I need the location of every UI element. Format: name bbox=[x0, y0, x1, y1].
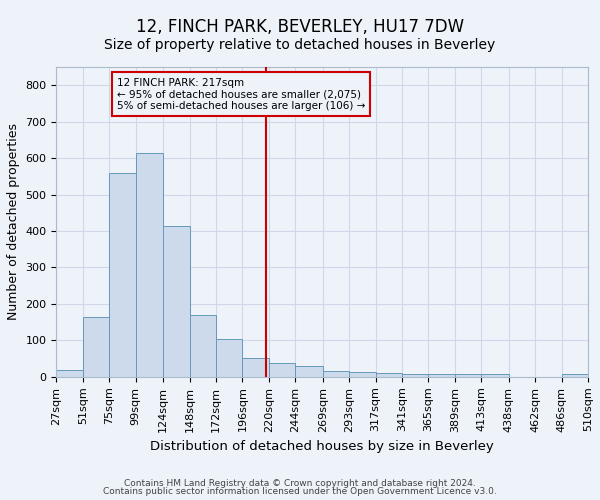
Bar bbox=[562, 374, 588, 377]
Bar bbox=[83, 316, 109, 377]
X-axis label: Distribution of detached houses by size in Beverley: Distribution of detached houses by size … bbox=[151, 440, 494, 453]
Bar bbox=[109, 172, 136, 377]
Bar bbox=[481, 374, 509, 377]
Bar bbox=[56, 370, 83, 377]
Bar bbox=[349, 372, 376, 377]
Bar bbox=[376, 373, 402, 377]
Text: Contains public sector information licensed under the Open Government Licence v3: Contains public sector information licen… bbox=[103, 487, 497, 496]
Text: 12, FINCH PARK, BEVERLEY, HU17 7DW: 12, FINCH PARK, BEVERLEY, HU17 7DW bbox=[136, 18, 464, 36]
Bar bbox=[163, 226, 190, 377]
Text: Size of property relative to detached houses in Beverley: Size of property relative to detached ho… bbox=[104, 38, 496, 52]
Text: 12 FINCH PARK: 217sqm
← 95% of detached houses are smaller (2,075)
5% of semi-de: 12 FINCH PARK: 217sqm ← 95% of detached … bbox=[117, 78, 365, 111]
Text: Contains HM Land Registry data © Crown copyright and database right 2024.: Contains HM Land Registry data © Crown c… bbox=[124, 478, 476, 488]
Bar bbox=[190, 315, 216, 377]
Y-axis label: Number of detached properties: Number of detached properties bbox=[7, 124, 20, 320]
Bar bbox=[136, 152, 163, 377]
Bar bbox=[242, 358, 269, 377]
Bar bbox=[455, 374, 481, 377]
Bar bbox=[428, 374, 455, 377]
Bar bbox=[323, 372, 349, 377]
Bar bbox=[269, 363, 295, 377]
Bar bbox=[216, 338, 242, 377]
Bar bbox=[402, 374, 428, 377]
Bar bbox=[295, 366, 323, 377]
